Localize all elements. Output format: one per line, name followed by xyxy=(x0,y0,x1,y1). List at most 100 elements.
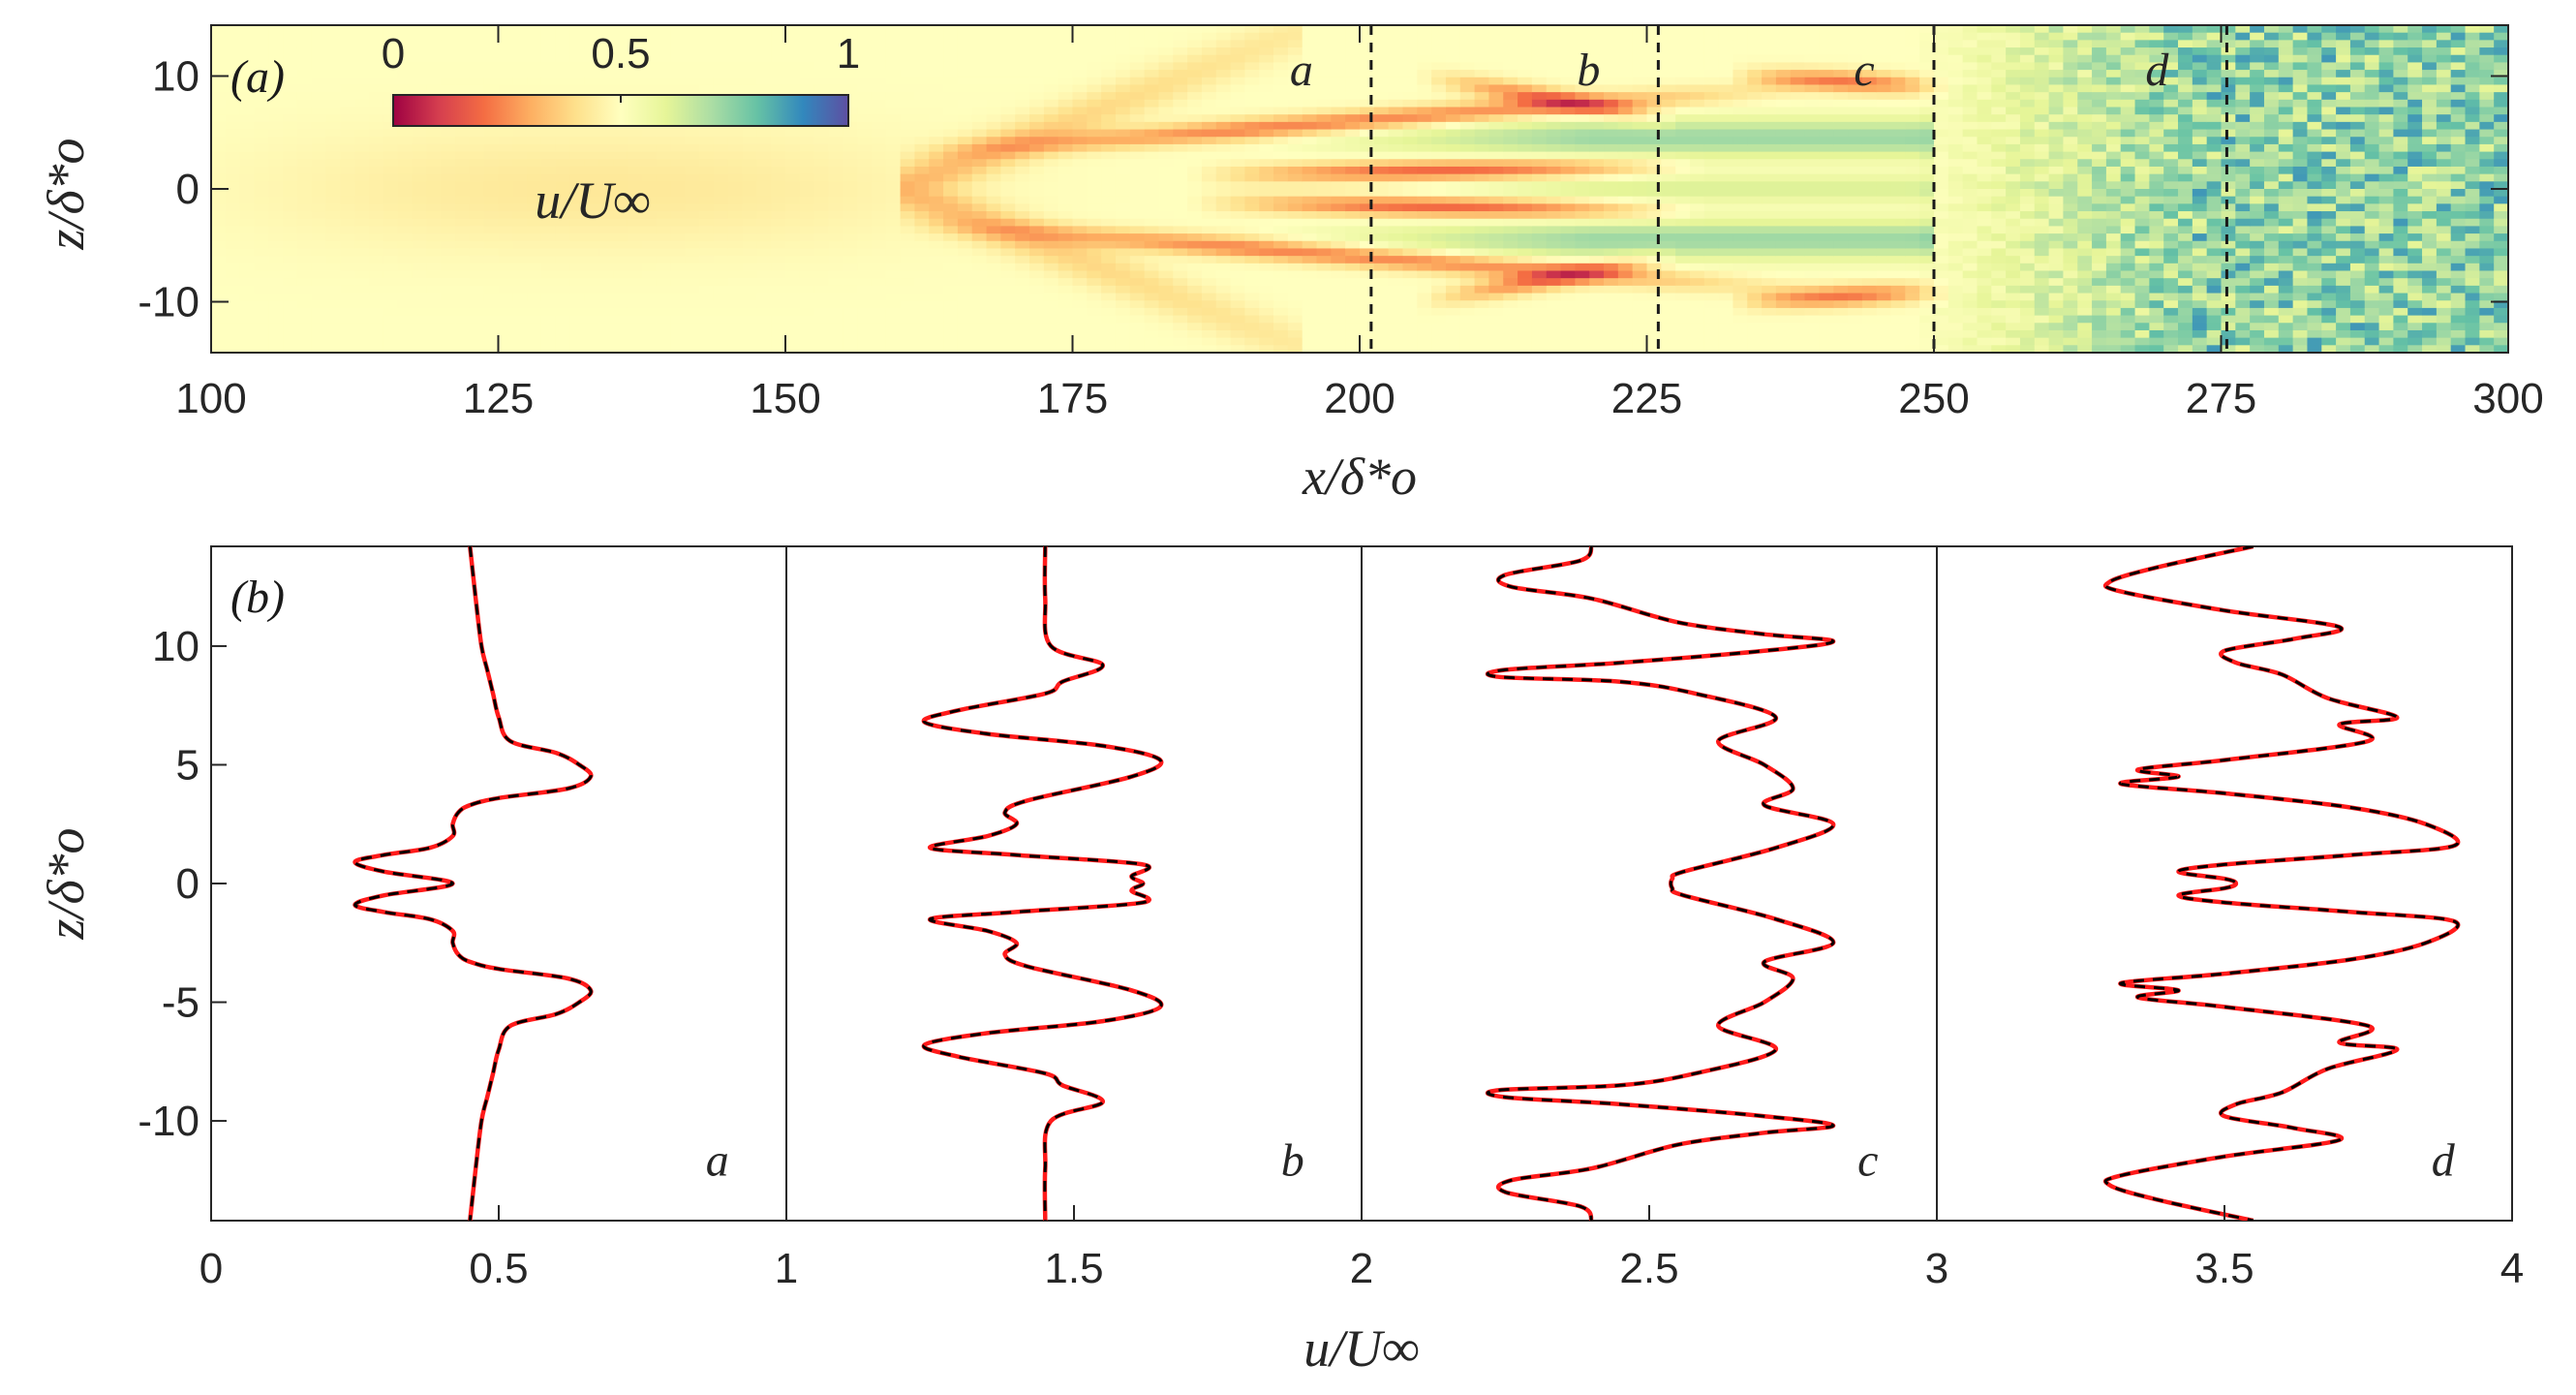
heatmap-cell xyxy=(742,315,757,324)
heatmap-cell xyxy=(1604,323,1619,331)
heatmap-cell xyxy=(1646,181,1662,190)
heatmap-cell xyxy=(1775,137,1792,145)
heatmap-cell xyxy=(1546,323,1562,331)
heatmap-cell xyxy=(1101,137,1117,145)
heatmap-cell xyxy=(311,84,327,93)
heatmap-cell xyxy=(1259,337,1274,346)
heatmap-cell xyxy=(1459,329,1476,339)
heatmap-cell xyxy=(1575,129,1590,138)
heatmap-cell xyxy=(1703,263,1720,272)
heatmap-cell xyxy=(354,256,370,264)
heatmap-cell xyxy=(1459,345,1476,353)
heatmap-cell xyxy=(1775,337,1792,346)
heatmap-cell xyxy=(569,189,586,198)
heatmap-cell xyxy=(325,137,342,145)
heatmap-cell xyxy=(1187,233,1203,242)
heatmap-cell xyxy=(1388,263,1404,272)
heatmap-cell xyxy=(885,32,902,41)
heatmap-cell xyxy=(656,159,672,168)
heatmap-cell xyxy=(1531,345,1548,353)
heatmap-cell xyxy=(771,54,786,64)
heatmap-cell xyxy=(1373,226,1390,234)
heatmap-cell xyxy=(627,70,643,78)
heatmap-cell xyxy=(311,233,327,242)
heatmap-cell xyxy=(1273,240,1289,250)
heatmap-cell xyxy=(1230,143,1246,153)
heatmap-cell xyxy=(957,62,973,71)
heatmap-cell xyxy=(1718,345,1734,353)
heatmap-cell xyxy=(1459,129,1476,138)
heatmap-cell xyxy=(1474,226,1490,234)
heatmap-cell xyxy=(1129,70,1146,78)
heatmap-cell xyxy=(483,270,500,279)
heatmap-cell xyxy=(641,25,658,34)
heatmap-cell xyxy=(1589,345,1605,353)
heatmap-cell xyxy=(1617,32,1634,41)
heatmap-cell xyxy=(1360,99,1375,108)
heatmap-cell xyxy=(383,70,399,78)
heatmap-cell xyxy=(871,337,887,346)
heatmap-cell xyxy=(1459,25,1476,34)
heatmap-cell xyxy=(713,329,729,339)
heatmap-cell xyxy=(1575,323,1590,331)
heatmap-cell xyxy=(1345,240,1361,250)
heatmap-cell xyxy=(1345,62,1361,71)
heatmap-cell xyxy=(727,189,744,198)
heatmap-cell xyxy=(1488,32,1504,41)
heatmap-cell xyxy=(1244,107,1260,115)
heatmap-cell xyxy=(1503,151,1518,160)
heatmap-cell xyxy=(455,240,471,250)
heatmap-cell xyxy=(1531,278,1548,287)
heatmap-cell xyxy=(512,211,528,220)
heatmap-cell xyxy=(512,307,528,317)
heatmap-cell xyxy=(727,345,744,353)
heatmap-cell xyxy=(670,25,686,34)
heatmap-cell xyxy=(1043,189,1059,198)
heatmap-cell xyxy=(785,323,801,331)
heatmap-cell xyxy=(1158,54,1174,64)
heatmap-cell xyxy=(1129,137,1146,145)
heatmap-cell xyxy=(1518,54,1533,64)
heatmap-cell xyxy=(1503,121,1518,131)
heatmap-cell xyxy=(828,196,843,204)
heatmap-cell xyxy=(1158,173,1174,182)
heatmap-cell xyxy=(1087,278,1102,287)
heatmap-cell xyxy=(1790,92,1806,101)
heatmap-cell xyxy=(1101,32,1117,41)
heatmap-cell xyxy=(1474,151,1490,160)
heatmap-cell xyxy=(239,263,256,272)
heatmap-cell xyxy=(1230,329,1246,339)
heatmap-cell xyxy=(641,285,658,294)
heatmap-cell xyxy=(699,323,715,331)
heatmap-cell xyxy=(1201,189,1217,198)
heatmap-cell xyxy=(1215,270,1232,279)
heatmap-cell xyxy=(756,233,772,242)
heatmap-cell xyxy=(799,196,815,204)
heatmap-cell xyxy=(1000,263,1016,272)
heatmap-cell xyxy=(929,278,944,287)
heatmap-cell xyxy=(369,32,384,41)
heatmap-cell xyxy=(799,181,815,190)
heatmap-cell xyxy=(1215,300,1232,309)
heatmap-cell xyxy=(1819,114,1834,123)
heatmap-cell xyxy=(1101,233,1117,242)
heatmap-cell xyxy=(598,25,614,34)
heatmap-cell xyxy=(483,345,500,353)
heatmap-cell xyxy=(1646,218,1662,228)
heatmap-cell xyxy=(1790,173,1806,182)
heatmap-cell xyxy=(1115,92,1131,101)
heatmap-cell xyxy=(656,256,672,264)
heatmap-cell xyxy=(685,32,700,41)
heatmap-cell xyxy=(1015,323,1030,331)
heatmap-cell xyxy=(483,337,500,346)
heatmap-cell xyxy=(1459,40,1476,48)
heatmap-cell xyxy=(857,329,873,339)
heatmap-cell xyxy=(885,226,902,234)
heatmap-cell xyxy=(1000,151,1016,160)
heatmap-cell xyxy=(1762,293,1777,301)
heatmap-cell xyxy=(900,211,916,220)
heatmap-cell xyxy=(843,62,858,71)
heatmap-cell xyxy=(914,173,930,182)
heatmap-cell xyxy=(426,226,442,234)
heatmap-cell xyxy=(383,203,399,212)
